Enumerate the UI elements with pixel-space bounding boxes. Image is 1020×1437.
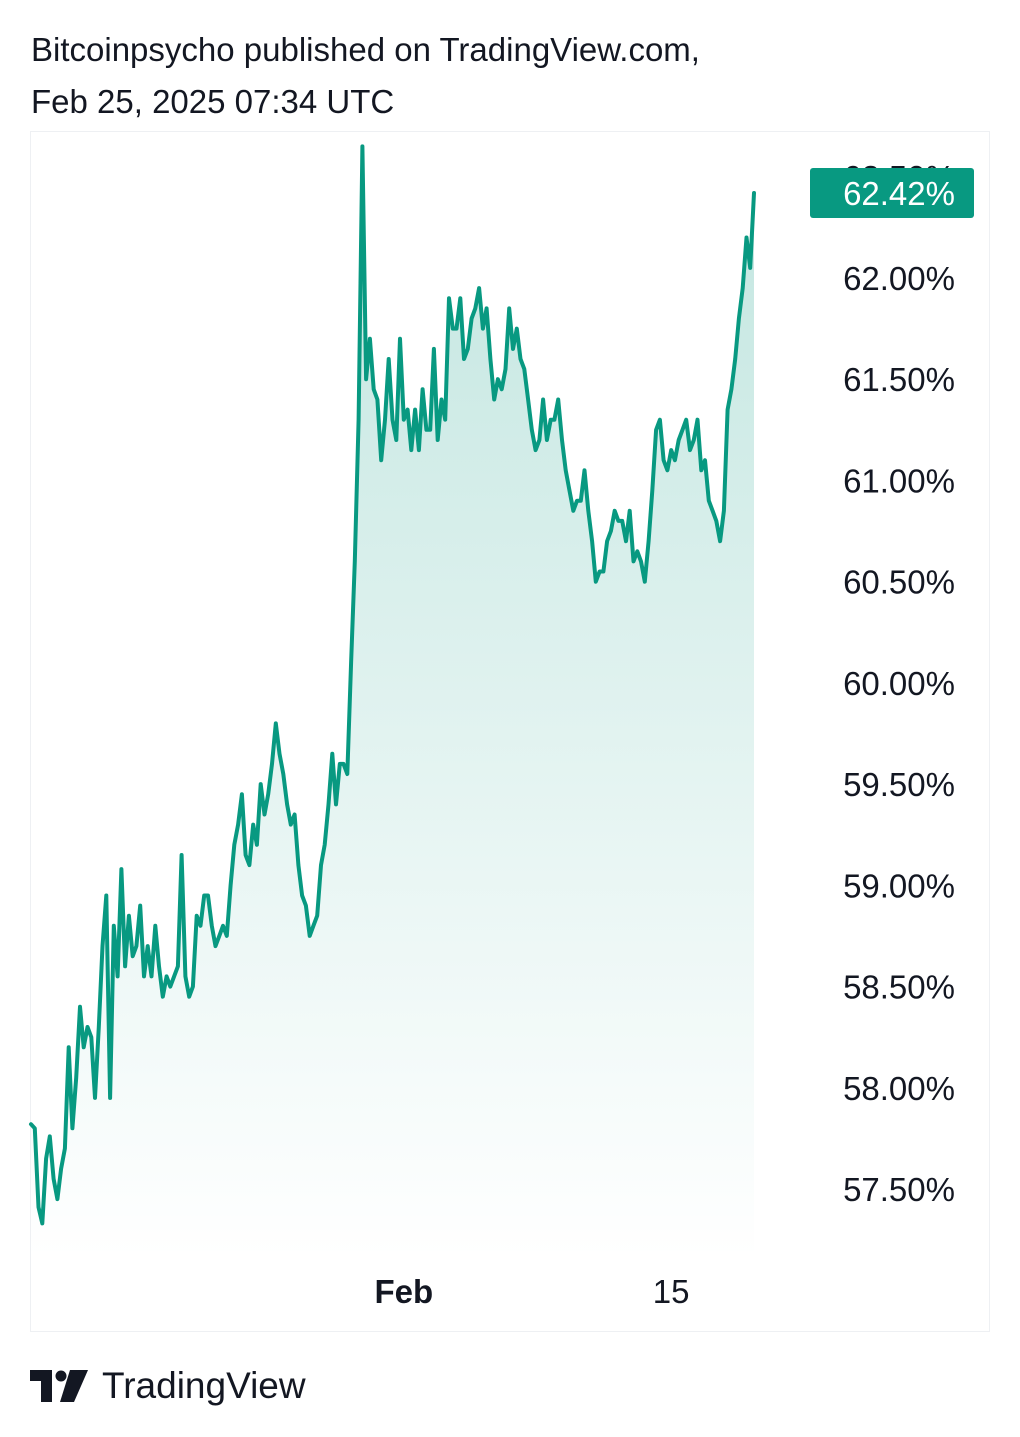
publication-header: Bitcoinpsycho published on TradingView.c… xyxy=(31,24,700,128)
publisher-line: Bitcoinpsycho published on TradingView.c… xyxy=(31,31,700,68)
footer: TradingView xyxy=(30,1362,306,1410)
y-tick-label: 59.00% xyxy=(843,867,955,904)
y-tick-label: 62.00% xyxy=(843,260,955,297)
series-area-fill xyxy=(31,146,754,1260)
y-tick-label: 61.50% xyxy=(843,361,955,398)
x-tick-label: 15 xyxy=(653,1273,690,1310)
y-tick-label: 57.50% xyxy=(843,1171,955,1208)
last-value-badge: 62.42% xyxy=(810,167,974,218)
x-axis: Feb 15 xyxy=(374,1273,689,1310)
y-tick-label: 58.00% xyxy=(843,1070,955,1107)
y-tick-label: 61.00% xyxy=(843,462,955,499)
chart-frame xyxy=(30,131,990,1332)
y-tick-label: 60.00% xyxy=(843,665,955,702)
brand-name: TradingView xyxy=(102,1365,306,1406)
y-tick-label: 58.50% xyxy=(843,969,955,1006)
publish-date: Feb 25, 2025 07:34 UTC xyxy=(31,83,395,120)
series-line xyxy=(29,144,756,1226)
x-tick-label: Feb xyxy=(374,1273,433,1310)
last-value-label: 62.42% xyxy=(843,175,955,212)
y-axis: 62.50%62.00%61.50%61.00%60.50%60.00%59.5… xyxy=(843,159,955,1208)
y-tick-label: 60.50% xyxy=(843,564,955,601)
last-value-badge-bg xyxy=(810,167,974,218)
tradingview-logo-icon xyxy=(30,1370,88,1402)
y-tick-label: 59.50% xyxy=(843,766,955,803)
